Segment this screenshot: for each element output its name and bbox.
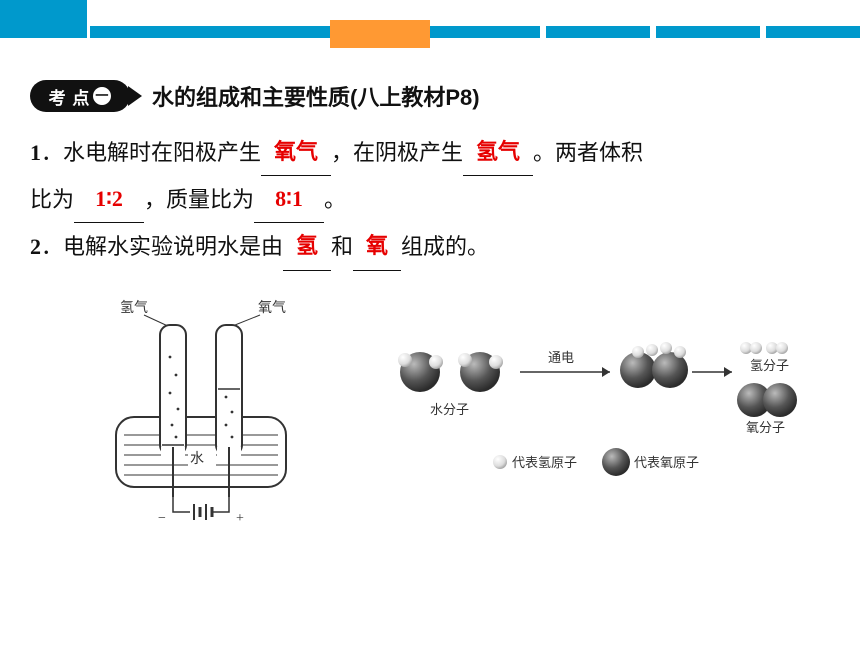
triangle-icon [128,86,142,106]
top-stripe [90,26,860,38]
water-molecule [458,352,503,392]
o2-label: 氧气 [258,300,286,316]
blank-cathode: 氢气 [463,129,533,176]
blank-element-o: 氧 [353,223,401,270]
text-part: ，质量比为 [144,187,254,212]
top-gap [540,26,546,38]
figures-row: 氢气 氧气 水 [30,297,830,547]
o2-molecule [737,383,797,417]
text-part: 和 [331,234,353,259]
legend-h: 代表氢原子 [512,455,577,470]
text-part: 。 [324,187,346,212]
o2-mol-label: 氧分子 [746,420,785,435]
minus-sign: − [158,511,166,526]
plus-sign: + [236,511,244,526]
blank-mass-ratio: 8∶1 [254,176,324,223]
top-orange-tab [330,20,430,48]
top-gap [760,26,766,38]
heading-row: 考 点 一 水的组成和主要性质(八上教材P8) [30,80,830,112]
text-part: ．水电解时在阳极产生 [41,140,261,165]
text-part: 。两者体积 [533,140,643,165]
item-number: 2 [30,234,41,259]
h2-mol-label: 氢分子 [750,358,789,373]
text-part: ．电解水实验说明水是由 [41,234,283,259]
water-molecule [398,352,443,392]
badge-number: 一 [93,87,111,105]
topic-badge: 考 点 一 [30,80,130,112]
content-area: 考 点 一 水的组成和主要性质(八上教材P8) 1．水电解时在阳极产生氧气，在阴… [0,50,860,547]
item-number: 1 [30,140,41,165]
legend-o: 代表氧原子 [634,455,699,470]
electrolysis-apparatus: 氢气 氧气 水 [100,297,320,547]
arrow-label: 通电 [548,350,574,365]
intermediate-atoms [620,342,688,388]
blank-volume-ratio: 1∶2 [74,176,144,223]
top-left-block [0,0,90,38]
blank-element-h: 氢 [283,223,331,270]
text-part: 比为 [30,187,74,212]
top-gap [650,26,656,38]
badge-label: 考 点 [49,84,91,109]
water-label: 水 [190,451,204,467]
top-bar [0,0,860,50]
h2-label: 氢气 [120,300,148,316]
text-part: 组成的。 [401,234,489,259]
body-text: 1．水电解时在阳极产生氧气，在阴极产生氢气。两者体积 比为1∶2，质量比为8∶1… [30,130,830,272]
blank-anode: 氧气 [261,129,331,176]
water-mol-label: 水分子 [430,402,469,417]
heading-text: 水的组成和主要性质(八上教材P8) [152,80,480,112]
molecule-diagram: 水分子 通电 氢分子 [380,322,800,522]
text-part: ，在阴极产生 [331,140,463,165]
h2-molecule [740,342,788,354]
